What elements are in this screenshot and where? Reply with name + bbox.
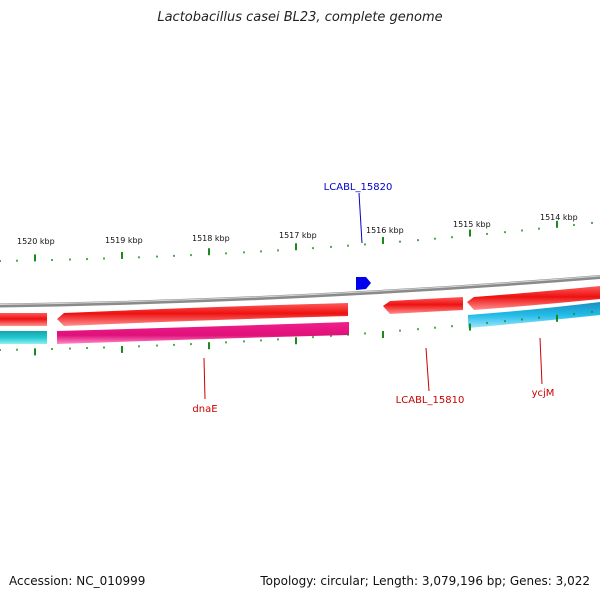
gene-arrow-LCABL_15810[interactable]	[383, 297, 463, 314]
gene-arrow-ycjM[interactable]	[467, 286, 600, 310]
gene-label-LCABL_15820[interactable]: LCABL_15820	[324, 182, 393, 193]
gene-label-ycjM[interactable]: ycjM	[532, 388, 555, 399]
map-title: Lactobacillus casei BL23, complete genom…	[157, 10, 443, 25]
ruler-ticks-top	[0, 220, 593, 262]
ruler-label-1519: 1519 kbp	[105, 236, 143, 245]
ruler-label-1517: 1517 kbp	[279, 231, 317, 240]
ruler-ticks-bottom	[0, 310, 593, 356]
gene-arrow-dnaE[interactable]	[57, 322, 349, 344]
ruler-label-1518: 1518 kbp	[192, 234, 230, 243]
genome-backbone	[0, 275, 600, 308]
ruler-label-1515: 1515 kbp	[453, 220, 491, 229]
ruler-label-1516: 1516 kbp	[366, 226, 404, 235]
leader-dnaE	[203, 357, 206, 400]
leader-LCABL_15820	[358, 192, 363, 244]
gene-arrow-forward-left[interactable]	[0, 313, 47, 326]
leader-ycjM	[539, 337, 543, 385]
gene-label-LCABL_15810[interactable]: LCABL_15810	[396, 395, 465, 406]
gene-label-dnaE[interactable]: dnaE	[192, 404, 217, 415]
leader-LCABL_15810	[425, 347, 430, 392]
gene-arrow-cyan[interactable]	[468, 302, 600, 328]
ruler-label-1514: 1514 kbp	[540, 213, 578, 222]
gene-arrow-LCABL_15820[interactable]	[356, 277, 371, 290]
gene-arrow-dnaE-forward[interactable]	[57, 303, 348, 326]
ruler-label-1520: 1520 kbp	[17, 237, 55, 246]
accession-text: Accession: NC_010999	[9, 574, 146, 588]
topology-text: Topology: circular; Length: 3,079,196 bp…	[260, 574, 590, 588]
gene-arrow-teal[interactable]	[0, 331, 47, 344]
genome-backbone-highlight	[0, 275, 600, 305]
